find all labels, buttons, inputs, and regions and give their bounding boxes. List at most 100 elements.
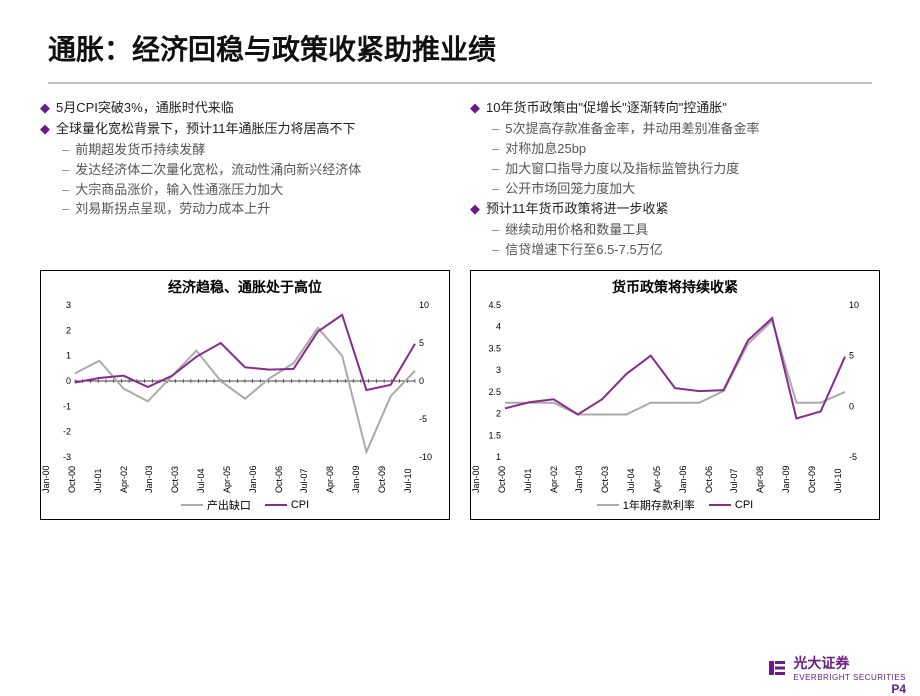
- sub-bullet: –5次提高存款准备金率，并动用差别准备金率: [492, 121, 880, 138]
- content-columns: ◆ 5月CPI突破3%，通胀时代来临 ◆ 全球量化宽松背景下，预计11年通胀压力将居…: [0, 84, 920, 262]
- sub-text: 继续动用价格和数量工具: [505, 222, 648, 239]
- dash-icon: –: [62, 201, 69, 218]
- sub-text: 信贷增速下行至6.5-7.5万亿: [505, 242, 662, 259]
- svg-text:0: 0: [66, 376, 71, 386]
- sub-bullet: –信贷增速下行至6.5-7.5万亿: [492, 242, 880, 259]
- svg-text:10: 10: [849, 301, 859, 310]
- sub-text: 5次提高存款准备金率，并动用差别准备金率: [505, 121, 759, 138]
- sub-bullet: –发达经济体二次量化宽松，流动性涌向新兴经济体: [62, 162, 450, 179]
- chart-plot: -3-2-10123-10-50510: [47, 301, 443, 461]
- sub-bullet: –对称加息25bp: [492, 141, 880, 158]
- sub-text: 前期超发货币持续发酵: [75, 142, 205, 159]
- page-title: 通胀：经济回稳与政策收紧助推业绩: [48, 28, 872, 68]
- legend-swatch: [265, 504, 287, 506]
- bullet: ◆ 全球量化宽松背景下，预计11年通胀压力将居高不下: [40, 121, 450, 138]
- sub-bullet: –刘易斯拐点呈现，劳动力成本上升: [62, 201, 450, 218]
- dash-icon: –: [492, 242, 499, 259]
- legend-label: 产出缺口: [207, 497, 251, 513]
- legend-label: CPI: [735, 499, 753, 511]
- svg-text:1.5: 1.5: [488, 430, 501, 440]
- svg-text:4.5: 4.5: [488, 301, 501, 310]
- bullet: ◆ 预计11年货币政策将进一步收紧: [470, 201, 880, 218]
- legend-swatch: [709, 504, 731, 506]
- right-column: ◆10年货币政策由"促增长"逐渐转向"控通胀" –5次提高存款准备金率，并动用差…: [470, 96, 880, 262]
- svg-text:-10: -10: [419, 452, 432, 461]
- left-column: ◆ 5月CPI突破3%，通胀时代来临 ◆ 全球量化宽松背景下，预计11年通胀压力将居…: [40, 96, 450, 262]
- dash-icon: –: [62, 182, 69, 199]
- dash-icon: –: [492, 161, 499, 178]
- bullet: ◆ 5月CPI突破3%，通胀时代来临: [40, 100, 450, 117]
- sub-bullet: –大宗商品涨价，输入性通涨压力加大: [62, 182, 450, 199]
- sub-bullet: –加大窗口指导力度以及指标监管执行力度: [492, 161, 880, 178]
- svg-text:-1: -1: [63, 401, 71, 411]
- charts-row: 经济趋稳、通胀处于高位 -3-2-10123-10-50510 Jan-00Oc…: [0, 262, 920, 520]
- sub-text: 加大窗口指导力度以及指标监管执行力度: [505, 161, 739, 178]
- bullet: ◆ 10年货币政策由"促增长"逐渐转向"控通胀": [470, 100, 880, 117]
- sub-text: 公开市场回笼力度加大: [505, 181, 635, 198]
- dash-icon: –: [492, 222, 499, 239]
- bullet-text: 预计11年货币政策将进一步收紧: [486, 201, 669, 218]
- bullet-text: 10年货币政策由"促增长"逐渐转向"控通胀": [486, 100, 727, 117]
- x-axis: Jan-00Oct-00Jul-01Apr-02Jan-03Oct-03Jul-…: [41, 461, 449, 493]
- chart-legend: 1年期存款利率 CPI: [471, 493, 879, 519]
- svg-text:2: 2: [66, 325, 71, 335]
- svg-text:3: 3: [66, 301, 71, 310]
- svg-text:5: 5: [419, 338, 424, 348]
- svg-text:-5: -5: [849, 452, 857, 461]
- diamond-icon: ◆: [470, 100, 480, 117]
- svg-text:10: 10: [419, 301, 429, 310]
- dash-icon: –: [492, 121, 499, 138]
- sub-text: 发达经济体二次量化宽松，流动性涌向新兴经济体: [75, 162, 361, 179]
- svg-text:4: 4: [496, 322, 501, 332]
- svg-text:2.5: 2.5: [488, 387, 501, 397]
- brand-logo-icon: [767, 658, 787, 678]
- legend-item: CPI: [265, 497, 309, 513]
- diamond-icon: ◆: [40, 100, 50, 117]
- dash-icon: –: [492, 181, 499, 198]
- bullet-text: 5月CPI突破3%，通胀时代来临: [56, 100, 234, 117]
- legend-item: 产出缺口: [181, 497, 251, 513]
- legend-label: CPI: [291, 499, 309, 511]
- chart-title: 货币政策将持续收紧: [471, 271, 879, 299]
- svg-text:0: 0: [849, 401, 854, 411]
- x-axis: Jan-00Oct-00Jul-01Apr-02Jan-03Oct-03Jul-…: [471, 461, 879, 493]
- chart-right: 货币政策将持续收紧 1 1.5 2 2.5 3 3.5 4 4.5 -5 0 5 10 Jan-00O…: [470, 270, 880, 520]
- diamond-icon: ◆: [470, 201, 480, 218]
- svg-text:1: 1: [66, 351, 71, 361]
- sub-bullet: –前期超发货币持续发酵: [62, 142, 450, 159]
- sub-text: 对称加息25bp: [505, 141, 586, 158]
- sub-text: 大宗商品涨价，输入性通涨压力加大: [75, 182, 283, 199]
- chart-legend: 产出缺口 CPI: [41, 493, 449, 519]
- bullet-text: 全球量化宽松背景下，预计11年通胀压力将居高不下: [56, 121, 356, 138]
- chart-plot: 1 1.5 2 2.5 3 3.5 4 4.5 -5 0 5 10: [477, 301, 873, 461]
- svg-text:2: 2: [496, 409, 501, 419]
- legend-item: 1年期存款利率: [597, 497, 695, 513]
- svg-text:-2: -2: [63, 427, 71, 437]
- brand-en: EVERBRIGHT SECURITIES: [793, 673, 906, 682]
- legend-label: 1年期存款利率: [623, 497, 695, 513]
- dash-icon: –: [62, 162, 69, 179]
- svg-text:3: 3: [496, 365, 501, 375]
- header: 通胀：经济回稳与政策收紧助推业绩: [0, 0, 920, 76]
- chart-left: 经济趋稳、通胀处于高位 -3-2-10123-10-50510 Jan-00Oc…: [40, 270, 450, 520]
- legend-item: CPI: [709, 497, 753, 513]
- sub-text: 刘易斯拐点呈现，劳动力成本上升: [75, 201, 270, 218]
- legend-swatch: [181, 504, 203, 506]
- svg-text:-5: -5: [419, 414, 427, 424]
- svg-text:-3: -3: [63, 452, 71, 461]
- sub-bullet: –公开市场回笼力度加大: [492, 181, 880, 198]
- footer-brand: 光大证券 EVERBRIGHT SECURITIES: [767, 653, 906, 682]
- sub-bullet: –继续动用价格和数量工具: [492, 222, 880, 239]
- legend-swatch: [597, 504, 619, 506]
- svg-text:5: 5: [849, 351, 854, 361]
- dash-icon: –: [492, 141, 499, 158]
- page-number: P4: [891, 682, 906, 696]
- brand-text: 光大证券 EVERBRIGHT SECURITIES: [793, 653, 906, 682]
- svg-text:0: 0: [419, 376, 424, 386]
- svg-text:3.5: 3.5: [488, 344, 501, 354]
- diamond-icon: ◆: [40, 121, 50, 138]
- chart-title: 经济趋稳、通胀处于高位: [41, 271, 449, 299]
- dash-icon: –: [62, 142, 69, 159]
- brand-cn: 光大证券: [793, 653, 906, 673]
- svg-text:1: 1: [496, 452, 501, 461]
